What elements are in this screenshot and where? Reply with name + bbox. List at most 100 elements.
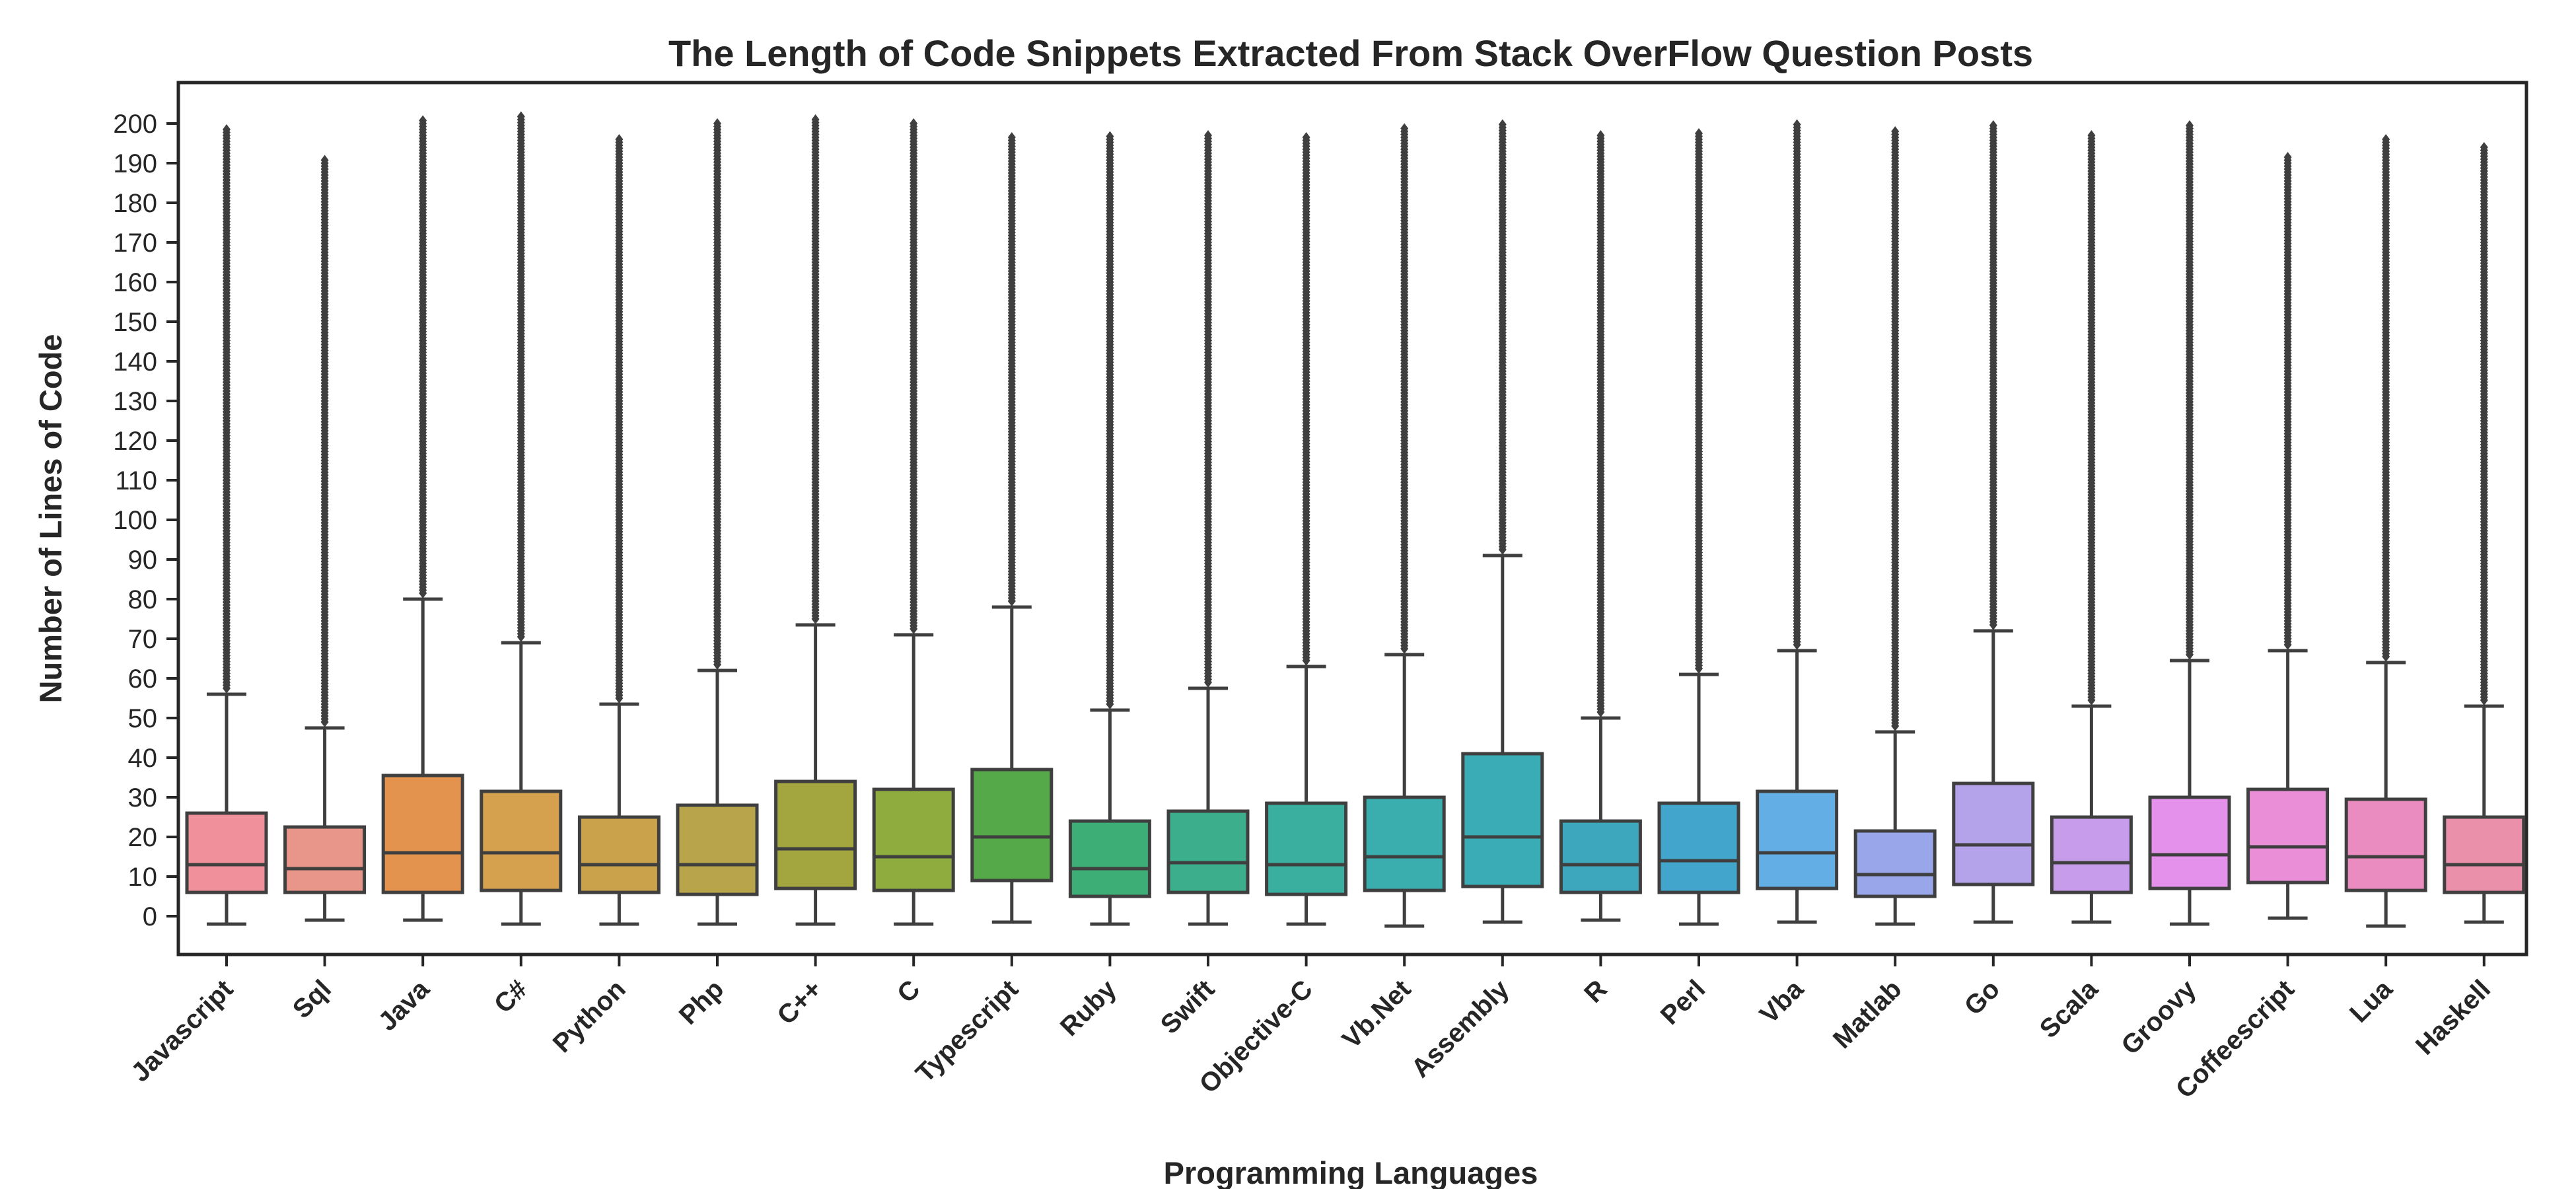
outlier-point	[517, 111, 525, 122]
box-objective-c	[1265, 132, 1348, 926]
y-tick-label: 170	[113, 229, 157, 258]
box-scala	[2050, 130, 2133, 924]
y-tick-label: 200	[113, 110, 157, 139]
y-tick-label: 50	[128, 704, 158, 733]
outlier-point	[2382, 134, 2390, 145]
y-tick-label: 190	[113, 149, 157, 178]
outlier-point	[1106, 131, 1114, 142]
iqr-box	[185, 811, 268, 894]
box-r	[1559, 130, 1642, 922]
x-tick-label: Perl	[1655, 974, 1711, 1030]
y-tick-label: 110	[115, 466, 157, 495]
outlier-point	[320, 155, 329, 166]
outlier-point	[1793, 119, 1801, 130]
box-typescript	[970, 132, 1054, 924]
box-swift	[1166, 130, 1250, 926]
x-tick-label: Vb.Net	[1337, 974, 1417, 1054]
x-tick-label: Groovy	[2116, 974, 2202, 1061]
iqr-box	[1657, 801, 1740, 894]
outlier-point	[1989, 120, 1997, 131]
x-tick-label: C#	[489, 974, 533, 1019]
y-tick-label: 0	[143, 902, 157, 931]
outlier-point	[1695, 128, 1703, 139]
iqr-box	[480, 789, 563, 892]
iqr-box	[2344, 797, 2427, 892]
x-tick-label: Vba	[1754, 974, 1810, 1030]
x-tick-label: R	[1579, 974, 1613, 1009]
box-perl	[1657, 128, 1740, 926]
box-groovy	[2148, 120, 2231, 926]
box-haskell	[2443, 142, 2526, 924]
y-tick-label: 30	[128, 783, 158, 812]
outlier-point	[1400, 123, 1409, 134]
outlier-point	[419, 115, 427, 126]
outlier-point	[1302, 132, 1310, 143]
outlier-point	[615, 134, 624, 145]
y-tick-label: 100	[113, 506, 157, 535]
box-c-	[774, 114, 857, 926]
iqr-box	[577, 815, 661, 894]
chart-title: The Length of Code Snippets Extracted Fr…	[668, 32, 2033, 74]
x-tick-label: Assembly	[1406, 974, 1515, 1083]
box-go	[1952, 120, 2035, 924]
x-tick-label: Sql	[287, 974, 337, 1024]
y-axis-label: Number of Lines of Code	[33, 334, 68, 703]
x-tick-label: Scala	[2034, 974, 2104, 1044]
x-tick-label: Python	[548, 974, 631, 1058]
iqr-box	[1265, 801, 1348, 896]
box-lua	[2344, 134, 2427, 928]
box-sql	[283, 155, 367, 922]
outlier-point	[2186, 120, 2194, 131]
iqr-box	[2050, 815, 2133, 894]
y-tick-label: 90	[128, 546, 158, 575]
x-tick-label: C	[892, 974, 926, 1009]
boxes-layer	[185, 111, 2526, 928]
y-tick-label: 80	[128, 585, 158, 614]
x-tick-label: Go	[1959, 974, 2005, 1021]
y-tick-label: 120	[113, 427, 157, 456]
x-axis: Javascript Sql Java C# Python Php C++ CTypescri…	[125, 955, 2496, 1104]
x-tick-label: Java	[373, 974, 436, 1037]
box-matlab	[1853, 126, 1937, 926]
outlier-point	[811, 114, 820, 125]
iqr-box	[2148, 795, 2231, 890]
x-tick-label: Haskell	[2410, 974, 2496, 1060]
box-java	[381, 115, 464, 922]
outlier-point	[223, 124, 231, 135]
outlier-point	[1204, 130, 1212, 141]
y-tick-label: 60	[128, 665, 158, 694]
iqr-box	[970, 768, 1054, 883]
iqr-box	[1559, 819, 1642, 894]
iqr-box	[676, 803, 759, 896]
x-axis-label: Programming Languages	[1164, 1155, 1538, 1189]
iqr-box	[1756, 789, 1839, 890]
box-c	[872, 118, 955, 926]
y-tick-label: 70	[128, 625, 158, 654]
x-tick-label: Swift	[1155, 974, 1221, 1040]
outlier-point	[1891, 126, 1900, 137]
x-tick-label: Ruby	[1055, 974, 1122, 1042]
y-tick-label: 10	[128, 863, 158, 892]
box-javascript	[185, 124, 268, 926]
x-tick-label: Lua	[2344, 974, 2398, 1028]
iqr-box	[2246, 787, 2330, 884]
outlier-point	[1498, 119, 1507, 130]
iqr-box	[1068, 819, 1151, 898]
iqr-box	[381, 774, 464, 894]
iqr-box	[1166, 809, 1250, 894]
box-ruby	[1068, 131, 1151, 926]
y-tick-label: 160	[113, 268, 157, 297]
box-c-	[480, 111, 563, 926]
x-tick-label: Php	[674, 974, 730, 1030]
outlier-point	[2087, 130, 2096, 141]
y-tick-label: 20	[128, 823, 158, 852]
outlier-point	[910, 118, 918, 129]
iqr-box	[283, 825, 367, 894]
iqr-box	[2443, 815, 2526, 894]
box-vba	[1756, 119, 1839, 924]
y-tick-label: 150	[113, 308, 157, 337]
y-tick-label: 180	[113, 189, 157, 218]
box-assembly	[1461, 119, 1544, 924]
box-php	[676, 118, 759, 926]
